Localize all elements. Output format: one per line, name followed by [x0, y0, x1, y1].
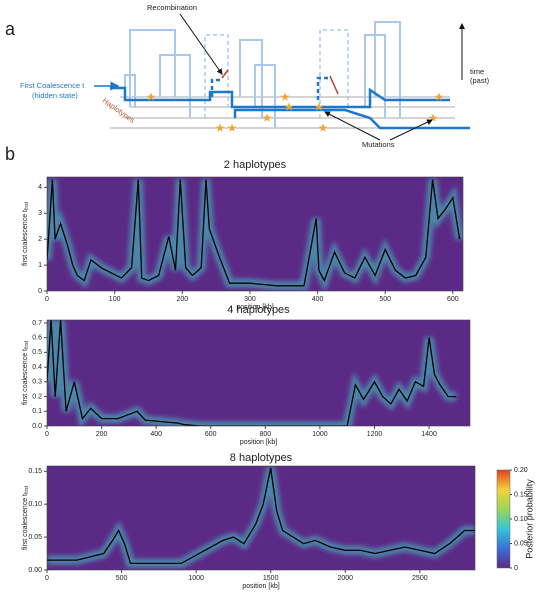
x-tick-label: 100 [109, 296, 121, 303]
y-axis-label-sub: first [24, 201, 30, 210]
coalescence-path [110, 76, 470, 130]
y-tick-label: 0.3 [32, 379, 42, 386]
x-axis-label: position [kb] [236, 304, 273, 311]
y-tick-label: 0.6 [32, 335, 42, 342]
x-tick-label: 500 [379, 296, 391, 303]
recombination-marks [221, 69, 339, 95]
plot-layer [47, 178, 463, 291]
mutation-stars [146, 92, 444, 132]
hidden-state-label: (hidden state) [32, 91, 78, 100]
y-tick-label: 1 [38, 262, 42, 269]
y-tick-label: 0.1 [32, 408, 42, 415]
map-path [47, 179, 461, 287]
plot-frame [46, 319, 471, 427]
mutations-label: Mutations [362, 140, 395, 149]
x-tick-label: 1000 [188, 575, 204, 582]
time-label: time [470, 67, 484, 76]
x-tick-label: 0 [45, 575, 49, 582]
y-axis-label-sub: first [24, 485, 30, 494]
y-tick-label: 0.15 [28, 468, 42, 475]
x-tick-label: 800 [259, 431, 271, 438]
map-path [47, 320, 457, 426]
x-tick-label: 1000 [312, 431, 328, 438]
y-tick-label: 0.00 [28, 567, 42, 574]
coalescence-label: First Coalescence t [20, 81, 85, 90]
y-axis-label-sub: first [24, 340, 30, 349]
x-tick-label: 0 [45, 431, 49, 438]
y-tick-label: 0.5 [32, 349, 42, 356]
y-tick-label: 0.7 [32, 320, 42, 327]
plot-layer [47, 320, 457, 426]
x-tick-label: 1200 [367, 431, 383, 438]
map-path [47, 467, 475, 565]
y-axis-label: first coalescence tfirst [22, 201, 30, 266]
colorbar-tick-label: 0.15 [514, 491, 528, 498]
y-tick-label: 2 [38, 236, 42, 243]
y-tick-label: 0.4 [32, 364, 42, 371]
dashed-trees [204, 29, 349, 118]
x-tick-label: 600 [205, 431, 217, 438]
y-axis-label: first coalescence tfirst [22, 340, 30, 405]
colorbar-tick-label: 0 [514, 565, 518, 572]
y-axis-label: first coalescence tfirst [22, 485, 30, 550]
x-tick-label: 1500 [263, 575, 279, 582]
x-tick-label: 600 [447, 296, 459, 303]
plot-layer [47, 467, 475, 568]
arrow [179, 13, 223, 75]
colorbar-tick-label: 0.20 [514, 467, 528, 474]
y-tick-label: 4 [38, 184, 42, 191]
y-axis-label-main: first coalescence t [22, 210, 29, 266]
arrow [324, 111, 381, 141]
colorbar-tick-label: 0.10 [514, 516, 528, 523]
y-tick-label: 0 [38, 288, 42, 295]
y-tick-label: 0.10 [28, 501, 42, 508]
x-tick-label: 2500 [412, 575, 428, 582]
plot-background [47, 320, 470, 426]
recombination-label: Recombination [147, 3, 197, 12]
plot-frame [46, 176, 464, 292]
diagram: a Recombination First Coale [5, 3, 490, 164]
y-tick-label: 0.05 [28, 534, 42, 541]
panel-label: b [5, 144, 15, 164]
x-tick-label: 400 [312, 296, 324, 303]
haplotype-lines [110, 96, 455, 129]
colorbar-label: Posterior probability [524, 479, 534, 559]
plot-frame [46, 465, 476, 571]
x-axis-label: position [kb] [242, 583, 279, 590]
x-tick-label: 0 [45, 296, 49, 303]
x-axis-label: position [kb] [240, 439, 277, 446]
tree-outlines [124, 21, 401, 128]
chart-title: 8 haplotypes [230, 452, 293, 464]
y-tick-label: 3 [38, 210, 42, 217]
y-axis-label-main: first coalescence t [22, 494, 29, 550]
past-label: (past) [470, 76, 490, 85]
arrow [389, 119, 433, 141]
x-tick-label: 2000 [337, 575, 353, 582]
x-tick-label: 200 [96, 431, 108, 438]
chart-title: 4 haplotypes [227, 304, 290, 316]
x-tick-label: 500 [116, 575, 128, 582]
x-tick-label: 300 [244, 296, 256, 303]
panel-label: a [5, 19, 16, 39]
x-tick-label: 200 [176, 296, 188, 303]
colorbar [496, 469, 511, 569]
y-tick-label: 0.2 [32, 393, 42, 400]
chart-title: 2 haplotypes [224, 159, 287, 171]
colorbar-tick-label: 0.05 [514, 540, 528, 547]
y-axis-label-main: first coalescence t [22, 349, 29, 405]
x-tick-label: 400 [150, 431, 162, 438]
y-tick-label: 0.0 [32, 423, 42, 430]
x-tick-label: 1400 [421, 431, 437, 438]
